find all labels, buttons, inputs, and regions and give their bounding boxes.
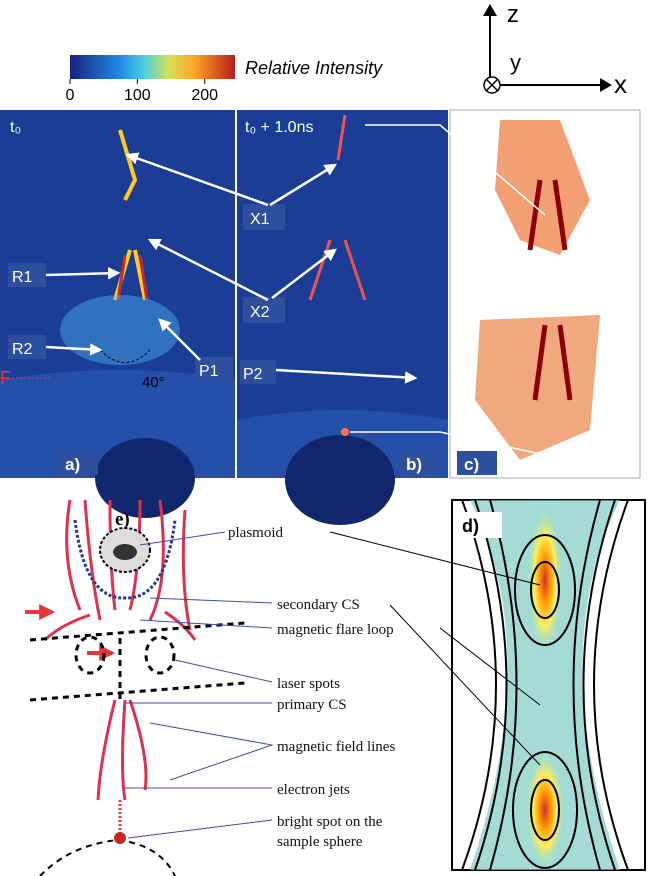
label: d) xyxy=(462,516,479,536)
shape xyxy=(175,660,272,682)
label: P2 xyxy=(243,366,263,383)
label: Relative Intensity xyxy=(245,58,383,78)
label: bright spot on the xyxy=(277,814,383,830)
shape: 0 100 200 xyxy=(66,79,219,104)
shape xyxy=(146,637,174,673)
label: F xyxy=(0,368,11,388)
label: R1 xyxy=(12,269,33,286)
label: a) xyxy=(65,455,80,474)
label: plasmoid xyxy=(228,525,283,541)
label: X1 xyxy=(250,211,270,228)
shape xyxy=(30,623,245,876)
label: primary CS xyxy=(277,697,347,713)
figure: z y x Relative Intensity 0 100 200 t₀ t₀ +… xyxy=(0,0,650,876)
label: c) xyxy=(464,455,479,474)
label: electron jets xyxy=(277,782,350,798)
shape xyxy=(150,723,272,780)
label: t₀ xyxy=(10,119,21,136)
colorbar-tick-label: 100 xyxy=(124,87,151,104)
shape xyxy=(98,700,146,800)
label: e) xyxy=(115,509,130,530)
label: secondary CS xyxy=(277,597,360,613)
shape xyxy=(114,832,126,844)
label: z xyxy=(507,1,519,28)
label: P1 xyxy=(199,363,219,380)
label: R2 xyxy=(12,341,33,358)
shape xyxy=(483,4,497,16)
shape xyxy=(600,78,612,92)
shape: plasmoid secondary CS magnetic flare loo… xyxy=(125,525,395,850)
shape xyxy=(341,428,349,436)
label: magnetic field lines xyxy=(277,739,395,755)
label: laser spots xyxy=(277,676,340,692)
shape xyxy=(285,435,395,525)
label: magnetic flare loop xyxy=(277,622,394,638)
shape xyxy=(113,544,137,560)
colorbar-tick-label: 200 xyxy=(191,87,218,104)
shape xyxy=(128,820,272,838)
shape xyxy=(60,295,180,365)
shape xyxy=(40,840,175,876)
colorbar-tick-label: 0 xyxy=(66,87,75,104)
shape xyxy=(150,598,272,603)
shape xyxy=(30,623,245,700)
label: 40° xyxy=(142,374,165,391)
label: X2 xyxy=(250,304,270,321)
shape xyxy=(70,55,235,79)
label: sample sphere xyxy=(277,834,363,850)
label: t₀ + 1.0ns xyxy=(245,119,313,136)
label: x xyxy=(614,69,627,99)
label: b) xyxy=(406,455,422,474)
label: y xyxy=(510,50,521,75)
